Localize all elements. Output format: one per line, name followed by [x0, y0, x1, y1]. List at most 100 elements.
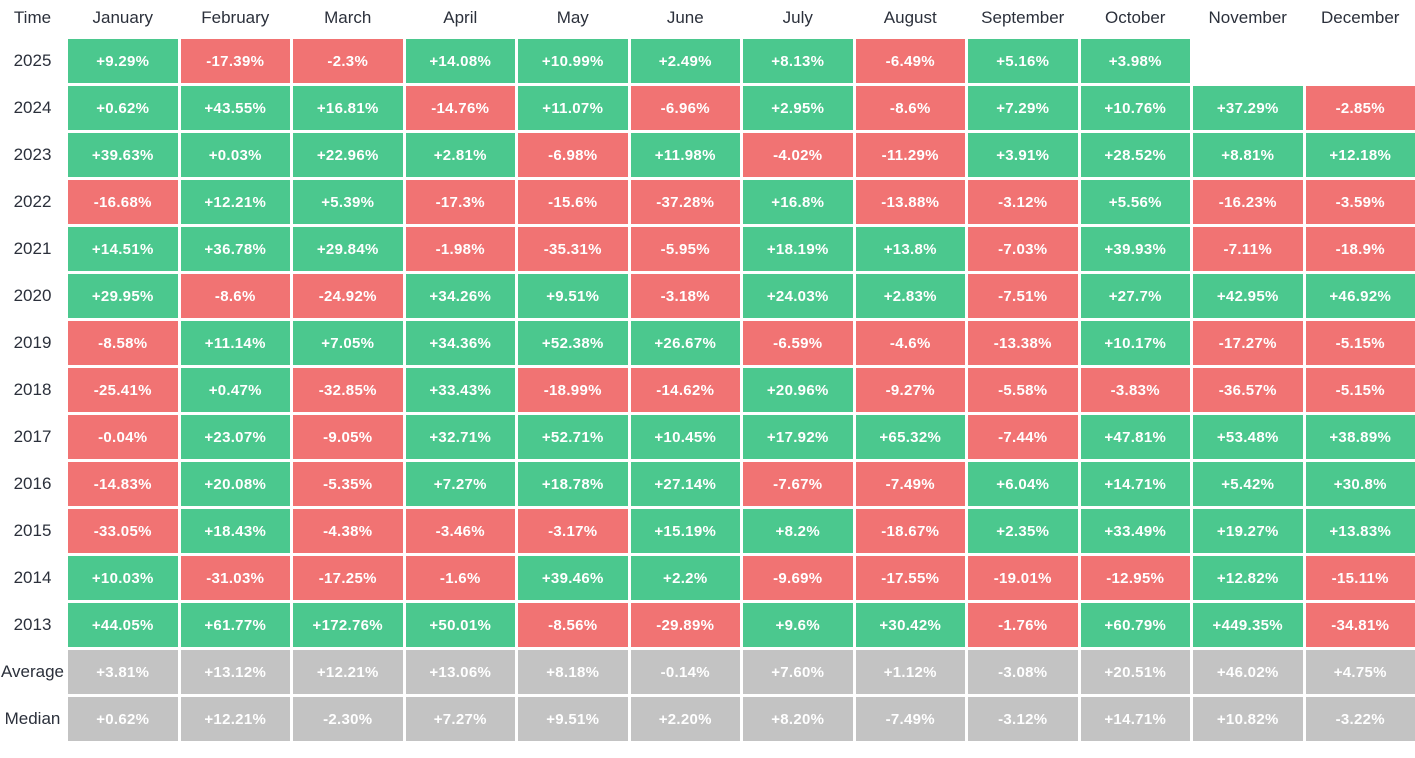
row-label: 2017	[13, 427, 52, 446]
return-cell: -4.38%	[293, 509, 403, 553]
return-cell: -9.05%	[293, 415, 403, 459]
return-cell: +11.14%	[180, 321, 290, 365]
return-cell: -2.30%	[293, 697, 403, 741]
return-cell: +22.96%	[293, 133, 403, 177]
return-cell: -13.88%	[855, 180, 965, 224]
return-cell: +172.76%	[293, 603, 403, 647]
return-cell: +39.63%	[68, 133, 178, 177]
month-header-january: January	[92, 8, 153, 27]
return-cell: -35.31%	[518, 227, 628, 271]
return-cell: +47.81%	[1080, 415, 1190, 459]
return-cell: +13.83%	[1305, 509, 1415, 553]
month-header-june: June	[666, 8, 704, 27]
row-label: Average	[0, 662, 64, 681]
return-cell: +8.18%	[518, 650, 628, 694]
return-cell: -17.27%	[1193, 321, 1303, 365]
row-label: 2022	[13, 192, 52, 211]
return-cell: -3.12%	[968, 697, 1078, 741]
return-cell: +29.84%	[293, 227, 403, 271]
return-cell: +2.35%	[968, 509, 1078, 553]
return-cell: +27.7%	[1080, 274, 1190, 318]
return-cell: -15.6%	[518, 180, 628, 224]
month-header-september: September	[981, 8, 1065, 27]
return-cell: +8.81%	[1193, 133, 1303, 177]
return-cell: +37.29%	[1193, 86, 1303, 130]
return-cell: +36.78%	[180, 227, 290, 271]
return-cell: +34.26%	[405, 274, 515, 318]
return-cell: +28.52%	[1080, 133, 1190, 177]
return-cell: -6.59%	[743, 321, 853, 365]
time-column-header: Time	[13, 8, 52, 27]
return-cell: +13.12%	[180, 650, 290, 694]
return-cell: +11.07%	[518, 86, 628, 130]
return-cell: +17.92%	[743, 415, 853, 459]
return-cell: -0.14%	[630, 650, 740, 694]
return-cell: -6.96%	[630, 86, 740, 130]
return-cell: +6.04%	[968, 462, 1078, 506]
return-cell: +2.20%	[630, 697, 740, 741]
return-cell: +2.83%	[855, 274, 965, 318]
return-cell: -32.85%	[293, 368, 403, 412]
return-cell: -13.38%	[968, 321, 1078, 365]
month-header-december: December	[1321, 8, 1400, 27]
return-cell: +14.08%	[405, 39, 515, 83]
return-cell: +7.60%	[743, 650, 853, 694]
row-label: 2015	[13, 521, 52, 540]
return-cell: -7.49%	[855, 697, 965, 741]
return-cell: -5.58%	[968, 368, 1078, 412]
row-label: 2024	[13, 98, 52, 117]
month-header-april: April	[443, 8, 478, 27]
return-cell: -7.03%	[968, 227, 1078, 271]
return-cell: -36.57%	[1193, 368, 1303, 412]
return-cell: +20.96%	[743, 368, 853, 412]
return-cell: -24.92%	[293, 274, 403, 318]
return-cell: -17.3%	[405, 180, 515, 224]
return-cell: +10.45%	[630, 415, 740, 459]
return-cell: +29.95%	[68, 274, 178, 318]
return-cell: +38.89%	[1305, 415, 1415, 459]
return-cell: -1.6%	[405, 556, 515, 600]
return-cell: +9.6%	[743, 603, 853, 647]
return-cell: +20.08%	[180, 462, 290, 506]
return-cell: +16.8%	[743, 180, 853, 224]
return-cell: -7.11%	[1193, 227, 1303, 271]
return-cell: -7.49%	[855, 462, 965, 506]
table-row-2013: 2013 +44.05% +61.77% +172.76% +50.01% -8.56% -…	[0, 603, 1415, 647]
return-cell: +7.29%	[968, 86, 1078, 130]
return-cell: +12.21%	[293, 650, 403, 694]
return-cell: -29.89%	[630, 603, 740, 647]
month-header-march: March	[324, 8, 372, 27]
row-label: 2019	[13, 333, 52, 352]
return-cell: +46.02%	[1193, 650, 1303, 694]
return-cell: -31.03%	[180, 556, 290, 600]
table-row-2019: 2019 -8.58% +11.14% +7.05% +34.36% +52.38% +26…	[0, 321, 1415, 365]
return-cell: +43.55%	[180, 86, 290, 130]
return-cell: +13.06%	[405, 650, 515, 694]
return-cell: -11.29%	[855, 133, 965, 177]
return-cell: +7.27%	[405, 697, 515, 741]
return-cell: +0.62%	[68, 86, 178, 130]
table-row-average: Average +3.81% +13.12% +12.21% +13.06% +8.18%…	[0, 650, 1415, 694]
month-header-may: May	[556, 8, 589, 27]
return-cell: +34.36%	[405, 321, 515, 365]
return-cell: +60.79%	[1080, 603, 1190, 647]
return-cell: +10.03%	[68, 556, 178, 600]
return-cell: +5.39%	[293, 180, 403, 224]
return-cell: -16.23%	[1193, 180, 1303, 224]
return-cell: -9.69%	[743, 556, 853, 600]
return-cell: +52.71%	[518, 415, 628, 459]
return-cell: +5.16%	[968, 39, 1078, 83]
return-cell: +39.46%	[518, 556, 628, 600]
return-cell: +61.77%	[180, 603, 290, 647]
return-cell: +19.27%	[1193, 509, 1303, 553]
row-label: 2013	[13, 615, 52, 634]
return-cell: +5.56%	[1080, 180, 1190, 224]
return-cell: -6.49%	[855, 39, 965, 83]
return-cell: -15.11%	[1305, 556, 1415, 600]
return-cell: -3.12%	[968, 180, 1078, 224]
return-cell: -16.68%	[68, 180, 178, 224]
return-cell: +30.8%	[1305, 462, 1415, 506]
return-cell: +3.91%	[968, 133, 1078, 177]
return-cell: -3.59%	[1305, 180, 1415, 224]
return-cell: +20.51%	[1080, 650, 1190, 694]
